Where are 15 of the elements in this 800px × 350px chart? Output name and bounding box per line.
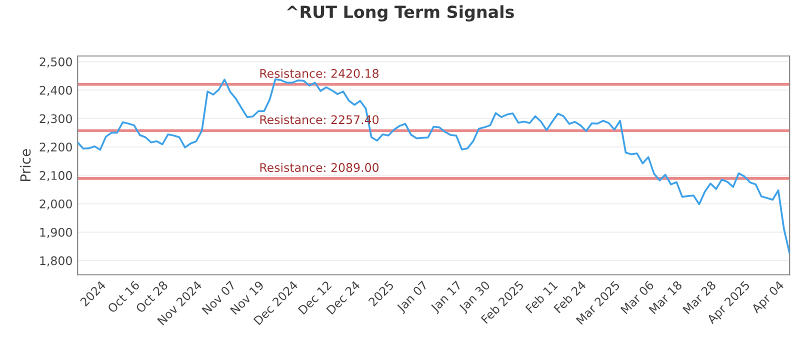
ref-line-label: Resistance: 2089.00 [260,162,379,172]
line-series [78,78,790,254]
y-axis-title: Price [20,149,31,181]
y-tick-label: 2,100 [40,171,72,182]
y-tick-label: 1,900 [40,228,72,238]
y-tick-label: 1,800 [40,256,72,266]
x-tick-label: Jan 07 [396,280,430,314]
y-tick-label: 2,400 [40,86,72,96]
y-tick-label: 2,500 [40,57,72,68]
y-tick-label: 2,000 [40,199,72,210]
y-tick-label: 2,200 [40,142,72,153]
x-tick-label: Apr 04 [750,280,786,316]
chart-title: ^RUT Long Term Signals [286,5,514,22]
y-tick-label: 2,300 [40,114,72,124]
ref-line-label: Resistance: 2420.18 [260,68,379,78]
